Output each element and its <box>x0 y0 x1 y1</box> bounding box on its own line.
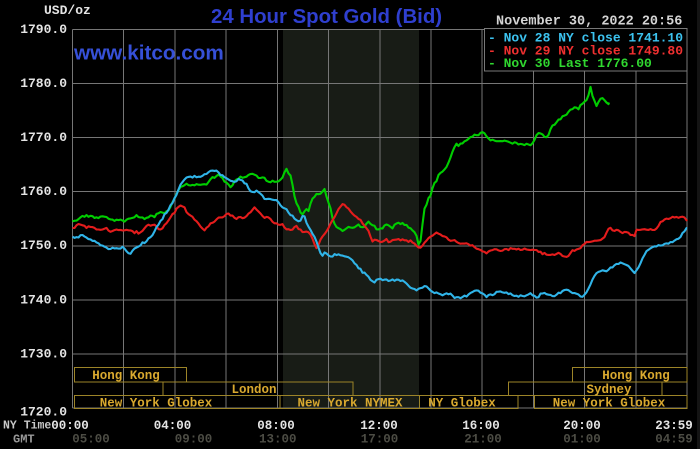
svg-text:17:00: 17:00 <box>361 433 399 447</box>
svg-text:- Nov 29 NY close 1749.80: - Nov 29 NY close 1749.80 <box>488 43 683 58</box>
svg-text:New York Globex: New York Globex <box>100 396 213 410</box>
svg-text:13:00: 13:00 <box>259 433 297 447</box>
svg-text:London: London <box>231 383 276 397</box>
svg-text:00:00: 00:00 <box>51 419 89 433</box>
svg-text:New York Globex: New York Globex <box>553 396 666 410</box>
svg-text:November 30, 2022 20:56: November 30, 2022 20:56 <box>496 14 682 29</box>
svg-text:09:00: 09:00 <box>175 433 213 447</box>
svg-text:20:00: 20:00 <box>563 419 601 433</box>
svg-text:05:00: 05:00 <box>72 433 110 447</box>
svg-text:1740.0: 1740.0 <box>20 292 67 307</box>
svg-text:1750.0: 1750.0 <box>20 238 67 253</box>
svg-text:USD/oz: USD/oz <box>44 3 91 18</box>
svg-text:01:00: 01:00 <box>563 433 601 447</box>
svg-text:16:00: 16:00 <box>462 419 500 433</box>
svg-text:New York NYMEX: New York NYMEX <box>297 396 403 410</box>
svg-text:www.kitco.com: www.kitco.com <box>73 42 224 65</box>
svg-text:1770.0: 1770.0 <box>20 130 67 145</box>
svg-text:- Nov 28 NY close 1741.10: - Nov 28 NY close 1741.10 <box>488 30 683 45</box>
svg-text:- Nov 30 Last 1776.00: - Nov 30 Last 1776.00 <box>488 56 652 71</box>
svg-text:1780.0: 1780.0 <box>20 76 67 91</box>
svg-text:1790.0: 1790.0 <box>20 22 67 37</box>
svg-text:24 Hour Spot Gold (Bid): 24 Hour Spot Gold (Bid) <box>211 6 442 28</box>
svg-text:NY Time: NY Time <box>3 420 51 433</box>
svg-text:12:00: 12:00 <box>360 419 398 433</box>
svg-text:Sydney: Sydney <box>586 383 632 397</box>
svg-text:Hong Kong: Hong Kong <box>602 369 670 383</box>
svg-text:04:59: 04:59 <box>655 433 693 447</box>
svg-text:NY Globex: NY Globex <box>428 396 496 410</box>
svg-text:21:00: 21:00 <box>464 433 502 447</box>
svg-text:23:59: 23:59 <box>655 419 693 433</box>
svg-text:1720.0: 1720.0 <box>20 405 67 420</box>
svg-text:1760.0: 1760.0 <box>20 184 67 199</box>
svg-text:1730.0: 1730.0 <box>20 346 67 361</box>
svg-text:04:00: 04:00 <box>154 419 192 433</box>
svg-text:08:00: 08:00 <box>257 419 295 433</box>
svg-text:Hong Kong: Hong Kong <box>92 369 160 383</box>
svg-text:GMT: GMT <box>13 433 35 447</box>
